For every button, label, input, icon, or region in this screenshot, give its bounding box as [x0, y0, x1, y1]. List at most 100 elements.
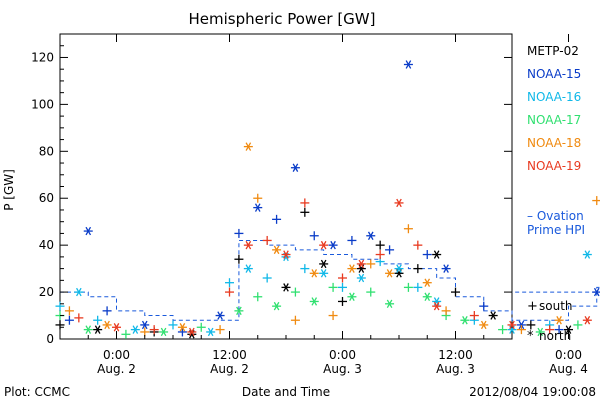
- north-marker: [592, 287, 600, 297]
- y-tick-label: 40: [39, 238, 54, 252]
- south-marker: [309, 231, 319, 241]
- south-marker: [64, 306, 74, 316]
- south-marker: [300, 264, 310, 274]
- south-marker: [413, 240, 423, 250]
- south-marker: [385, 245, 395, 255]
- north-marker-stroke: [358, 273, 365, 283]
- north-marker-stroke: [207, 327, 214, 337]
- south-marker: [140, 327, 150, 337]
- north-marker: [112, 323, 121, 332]
- north-marker: [159, 327, 169, 337]
- x-axis-label: Date and Time: [242, 385, 330, 399]
- north-marker-stroke: [480, 320, 487, 330]
- legend-entry: NOAA-18: [527, 136, 581, 150]
- x-tick-date-label: Aug. 3: [436, 362, 475, 376]
- north-marker: [403, 60, 413, 69]
- legend-marker-symbol: +: [527, 299, 538, 314]
- chart-title: Hemispheric Power [GW]: [189, 10, 376, 28]
- north-marker-stroke: [113, 323, 120, 332]
- south-marker: [196, 322, 206, 332]
- south-marker: [347, 235, 357, 245]
- north-marker-stroke: [490, 311, 496, 320]
- north-marker: [554, 316, 564, 325]
- north-marker-stroke: [311, 269, 318, 278]
- south-marker: [366, 259, 376, 269]
- north-marker: [432, 297, 442, 306]
- south-marker: [262, 235, 272, 245]
- north-marker-stroke: [273, 301, 280, 311]
- south-marker: [168, 320, 178, 330]
- legend-marker-symbol: *: [527, 329, 534, 344]
- south-marker: [300, 198, 310, 208]
- north-marker: [488, 311, 498, 320]
- north-marker: [319, 269, 329, 278]
- north-marker: [582, 316, 592, 325]
- north-marker-stroke: [94, 325, 101, 334]
- y-tick-label: 100: [31, 97, 54, 111]
- legend-marker-label: south: [539, 299, 573, 313]
- north-marker: [309, 269, 319, 278]
- north-marker-stroke: [367, 231, 374, 240]
- north-marker: [516, 320, 526, 330]
- south-marker: [272, 214, 282, 224]
- north-marker: [394, 198, 404, 208]
- x-tick-time-label: 12:00: [438, 348, 473, 362]
- north-marker-stroke: [386, 269, 393, 278]
- north-marker-stroke: [386, 299, 393, 309]
- south-marker: [403, 282, 413, 292]
- north-marker-stroke: [132, 325, 139, 334]
- north-marker: [535, 327, 545, 337]
- north-marker: [234, 306, 244, 316]
- north-marker-stroke: [330, 240, 336, 250]
- south-marker: [375, 250, 385, 260]
- north-marker: [394, 264, 404, 273]
- north-marker-stroke: [584, 316, 591, 325]
- north-marker-stroke: [217, 311, 223, 320]
- south-marker: [554, 325, 564, 335]
- north-marker: [140, 320, 150, 330]
- south-marker: [290, 287, 300, 297]
- north-marker-stroke: [189, 327, 195, 337]
- north-marker: [356, 273, 366, 283]
- south-marker: [338, 282, 347, 292]
- x-tick-time-label: 0:00: [555, 348, 582, 362]
- south-marker: [234, 228, 244, 238]
- x-tick-time-label: 12:00: [212, 348, 247, 362]
- y-axis-label: P [GW]: [2, 169, 16, 211]
- x-tick-date-label: Aug. 4: [549, 362, 588, 376]
- north-marker-stroke: [320, 259, 327, 269]
- y-tick-label: 20: [39, 285, 54, 299]
- north-marker: [243, 240, 253, 250]
- north-marker: [187, 327, 197, 337]
- north-marker: [328, 240, 338, 250]
- north-marker-stroke: [160, 327, 167, 337]
- data-markers: [55, 60, 600, 339]
- north-marker-stroke: [292, 163, 299, 172]
- north-marker: [83, 325, 93, 334]
- north-marker-stroke: [245, 142, 252, 151]
- ovation-hpi-line: [60, 239, 600, 321]
- north-marker-stroke: [179, 323, 186, 332]
- south-marker: [422, 250, 432, 260]
- north-marker: [507, 320, 517, 330]
- north-marker: [243, 142, 253, 151]
- x-tick-date-label: Aug. 3: [323, 362, 362, 376]
- south-marker: [403, 224, 413, 234]
- north-marker: [309, 297, 319, 306]
- north-marker: [272, 301, 282, 311]
- north-marker: [422, 292, 432, 301]
- south-marker: [93, 315, 103, 325]
- north-marker: [74, 287, 84, 297]
- north-marker-stroke: [565, 325, 572, 334]
- x-tick-time-label: 0:00: [329, 348, 356, 362]
- footer-right: 2012/08/04 19:00:08: [469, 385, 596, 399]
- north-marker: [319, 259, 329, 269]
- north-marker: [432, 250, 442, 259]
- north-marker-stroke: [396, 264, 402, 273]
- south-marker: [225, 287, 234, 297]
- north-marker: [93, 325, 103, 334]
- legend-entry: NOAA-17: [527, 113, 581, 127]
- north-marker: [356, 264, 366, 273]
- south-marker: [375, 240, 385, 250]
